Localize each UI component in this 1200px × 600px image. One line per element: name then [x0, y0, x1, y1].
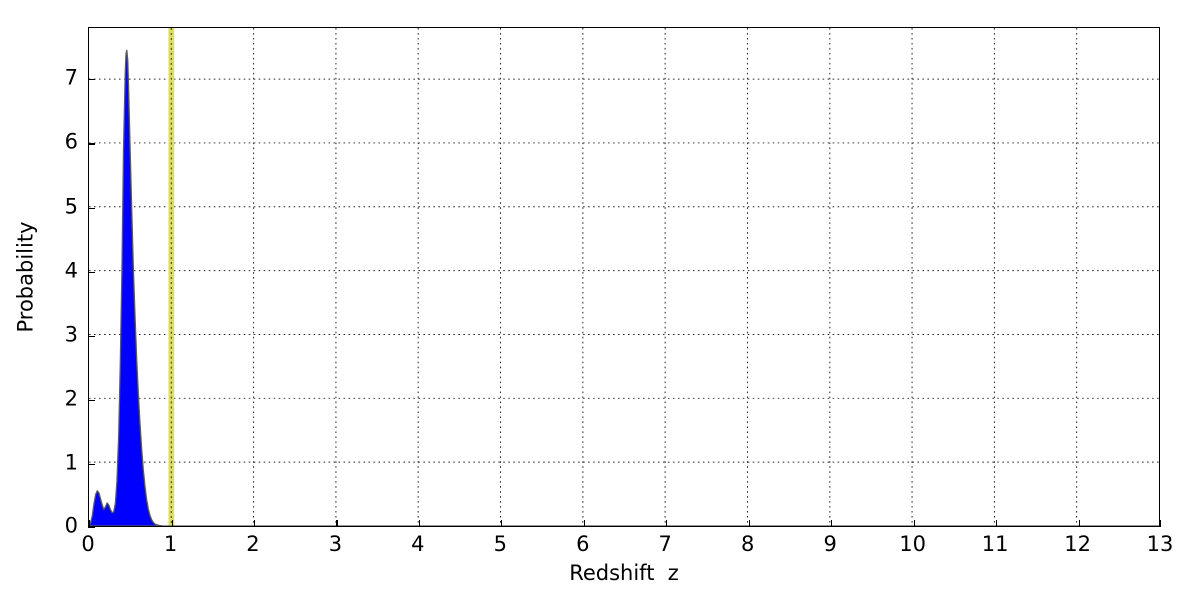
xtick-mark — [418, 520, 420, 527]
xtick-mark — [501, 520, 503, 527]
ytick-label: 7 — [64, 65, 78, 90]
ytick-label: 5 — [64, 194, 78, 218]
xtick-mark — [583, 520, 585, 527]
ytick-label: 1 — [64, 450, 78, 475]
chart-canvas — [89, 28, 1159, 526]
ytick-mark — [88, 399, 95, 401]
xtick-mark — [1160, 520, 1162, 527]
ytick-mark — [88, 463, 95, 466]
ytick-label: 4 — [64, 258, 78, 283]
xtick-label: 11 — [981, 532, 1009, 556]
xtick-mark — [336, 520, 338, 527]
ytick-mark — [88, 271, 95, 273]
y-axis-label: Probability — [13, 221, 38, 333]
xtick-mark — [666, 520, 668, 527]
xtick-label: 9 — [823, 532, 837, 556]
xtick-mark — [253, 520, 256, 527]
x-axis-label: Redshift z — [569, 561, 679, 585]
xtick-label: 5 — [493, 532, 507, 556]
ytick-mark — [88, 207, 95, 209]
pdf-curve-fill — [89, 49, 1159, 526]
xtick-label: 8 — [741, 532, 755, 556]
xtick-label: 1 — [163, 532, 178, 556]
ytick-mark — [88, 335, 95, 337]
xtick-label: 0 — [81, 532, 95, 556]
xtick-mark — [913, 520, 915, 527]
ytick-mark — [88, 527, 95, 529]
xtick-label: 3 — [328, 532, 343, 556]
xtick-mark — [996, 520, 998, 527]
xtick-label: 2 — [246, 532, 260, 556]
ytick-mark — [88, 79, 95, 81]
xtick-label: 4 — [411, 532, 425, 556]
xtick-label: 7 — [658, 532, 672, 556]
ytick-label: 0 — [64, 513, 78, 538]
xtick-label: 13 — [1146, 532, 1174, 556]
xtick-mark — [831, 520, 833, 527]
xtick-mark — [748, 520, 750, 527]
xtick-mark — [89, 520, 91, 527]
xtick-mark — [171, 520, 173, 527]
ytick-label: 6 — [64, 129, 78, 154]
xtick-label: 10 — [899, 532, 926, 556]
xtick-label: 12 — [1064, 532, 1091, 556]
plot-area — [88, 27, 1162, 529]
xtick-mark — [1078, 520, 1080, 527]
ytick-mark — [88, 143, 95, 145]
ytick-label: 2 — [64, 386, 78, 411]
gridlines — [89, 28, 1159, 526]
xtick-label: 6 — [576, 532, 590, 556]
ytick-label: 3 — [64, 322, 78, 347]
